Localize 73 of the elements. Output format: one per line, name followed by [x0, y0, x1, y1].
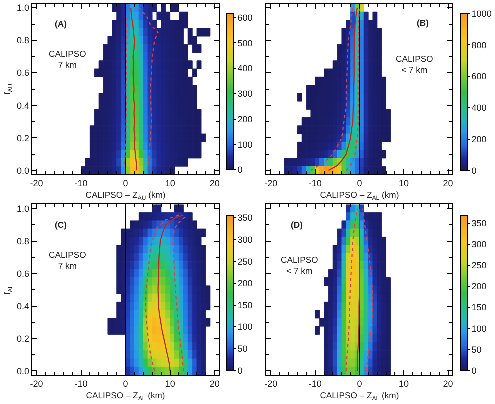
y-tick-label: 0.8 [16, 236, 30, 246]
color-bar-label: 200 [472, 134, 487, 144]
color-bar-label: 1000 [472, 8, 492, 19]
color-bar-label: 500 [238, 38, 253, 48]
annotation: (D) [291, 220, 304, 230]
color-bar-label: 0 [472, 366, 477, 376]
x-tick-label: -20 [264, 379, 278, 390]
color-bar-label: 250 [472, 260, 487, 271]
annotation: CALIPSO 7 km [49, 250, 87, 272]
x-tick-label: 10 [398, 379, 409, 390]
color-bar-label: 50 [238, 344, 248, 354]
x-tick-label: -10 [74, 178, 88, 188]
y-tick-label: 0.4 [16, 100, 30, 111]
color-bar-label: 0 [238, 165, 243, 176]
x-axis-title: CALIPSO – Z$_{AL}$ (km) [86, 390, 166, 402]
x-tick-label: -10 [308, 178, 322, 188]
color-bar-label: 200 [238, 278, 253, 289]
color-bar-label: 800 [472, 40, 487, 50]
x-tick-label: -10 [74, 379, 88, 390]
x-axis-title: CALIPSO – Z$_{AU}$ (km) [86, 190, 166, 202]
color-bar-label: 200 [238, 114, 253, 124]
x-tick-label: -10 [308, 379, 322, 390]
color-bar-label: 350 [238, 213, 253, 224]
color-bar-label: 250 [238, 256, 253, 267]
color-bar-label: 600 [472, 72, 487, 82]
color-bar-label: 350 [472, 218, 487, 228]
y-tick-label: 1.0 [16, 3, 30, 14]
x-axis-title: CALIPSO – Z$_{AL}$ (km) [320, 390, 400, 402]
y-tick-label: 0.4 [16, 301, 30, 312]
y-tick-label: 0.0 [16, 366, 30, 376]
annotation: CALIPSO 7 km [49, 49, 87, 70]
color-bar-label: 200 [472, 282, 487, 292]
color-bar-label: 100 [238, 322, 253, 332]
x-tick-label: 20 [210, 379, 220, 390]
x-tick-label: 20 [443, 379, 454, 390]
color-bar-label: 400 [472, 103, 487, 114]
x-tick-label: 0 [357, 379, 362, 390]
color-bar-label: 150 [472, 302, 487, 313]
annotation: (B) [417, 18, 430, 28]
x-tick-label: 20 [210, 178, 220, 188]
color-bar-label: 50 [472, 344, 482, 355]
color-bar-label: 600 [238, 12, 253, 23]
x-axis-title: CALIPSO – Z$_{AL}$ (km) [320, 190, 400, 202]
y-tick-label: 0.8 [16, 36, 30, 46]
y-tick-label: 0.6 [16, 268, 30, 279]
x-tick-label: 0 [357, 178, 362, 188]
annotation: CALIPSO < 7 km [281, 255, 319, 276]
y-tick-label: 0.2 [16, 334, 30, 344]
color-bar-label: 0 [472, 166, 477, 176]
x-tick-label: -20 [264, 178, 278, 188]
color-bar-label: 400 [238, 64, 253, 74]
x-tick-label: 0 [123, 178, 128, 188]
x-tick-label: 10 [165, 379, 176, 390]
annotation: (C) [55, 220, 68, 230]
color-bar-label: 300 [472, 240, 487, 250]
x-tick-label: 10 [398, 178, 409, 188]
y-tick-label: 0.6 [16, 68, 30, 78]
color-bar-label: 100 [472, 324, 487, 334]
x-tick-label: -20 [30, 178, 44, 188]
x-tick-label: 10 [165, 178, 176, 188]
x-tick-label: 20 [443, 178, 454, 188]
y-tick-label: 0.2 [16, 133, 30, 144]
x-tick-label: -20 [30, 379, 44, 390]
annotation: (A) [55, 19, 68, 29]
color-bar-label: 100 [238, 140, 253, 150]
x-tick-label: 0 [123, 379, 128, 390]
color-bar-label: 0 [238, 366, 243, 376]
y-tick-label: 0.0 [16, 166, 30, 176]
color-bar-label: 300 [238, 89, 253, 100]
color-bar-label: 300 [238, 234, 253, 245]
color-bar-label: 150 [238, 300, 253, 310]
annotation: CALIPSO < 7 km [396, 54, 434, 76]
y-tick-label: 1.0 [16, 204, 30, 214]
